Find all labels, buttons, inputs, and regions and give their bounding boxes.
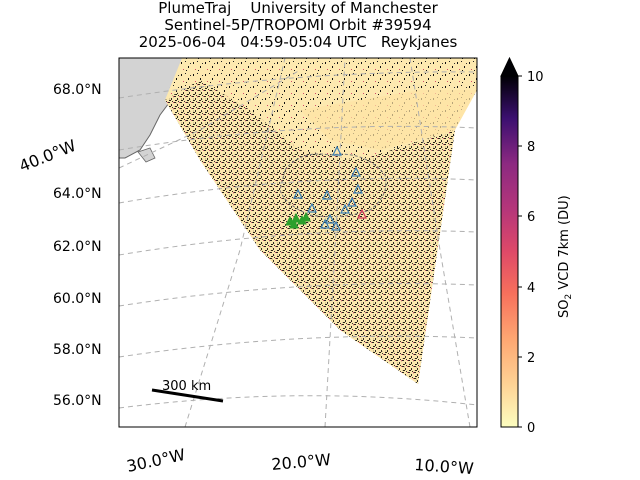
title-line-3: 2025-06-04 04:59-05:04 UTC Reykjanes <box>138 33 458 51</box>
graticule-latitudes <box>119 71 477 409</box>
title-line-1: PlumeTraj University of Manchester <box>158 0 438 17</box>
colorbar-tick-8: 8 <box>527 140 535 155</box>
colorbar-label: SO2 VCD 7km (DU) <box>557 195 574 318</box>
lon-label-10w: 10.0°W <box>414 455 475 478</box>
map-border <box>118 57 478 428</box>
green-markers <box>285 211 311 229</box>
red-triangle-markers <box>357 208 367 219</box>
iceland-outline <box>279 153 387 218</box>
scale-bar-label: 300 km <box>162 379 211 394</box>
colorbar-tick-4: 4 <box>527 281 535 296</box>
lat-label-64: 64.0°N <box>53 186 102 202</box>
lat-label-58: 58.0°N <box>53 342 102 358</box>
lon-label-40w: 40.0°W <box>16 136 78 176</box>
lat-label-56: 56.0°N <box>53 393 102 409</box>
colorbar-tick-2: 2 <box>527 351 535 366</box>
colorbar-extend-arrow <box>500 56 519 77</box>
lat-label-68: 68.0°N <box>53 82 102 98</box>
colorbar: 0 2 4 6 8 10 SO2 VCD 7km (DU) <box>500 56 574 436</box>
scale-bar <box>151 388 224 403</box>
blue-triangle-markers <box>293 145 363 231</box>
title-line-2: Sentinel-5P/TROPOMI Orbit #39594 <box>164 16 432 34</box>
lat-label-60: 60.0°N <box>53 291 102 307</box>
lon-label-30w: 30.0°W <box>125 445 187 476</box>
graticule-longitudes <box>119 58 471 427</box>
swath-dense-region <box>165 80 455 384</box>
swath-light-region <box>300 90 477 150</box>
colorbar-tick-0: 0 <box>527 421 535 436</box>
colorbar-tick-6: 6 <box>527 210 535 225</box>
lon-label-20w: 20.0°W <box>271 450 332 474</box>
lat-label-62: 62.0°N <box>53 239 102 255</box>
colorbar-gradient <box>500 75 519 428</box>
colorbar-tick-10: 10 <box>527 70 544 85</box>
